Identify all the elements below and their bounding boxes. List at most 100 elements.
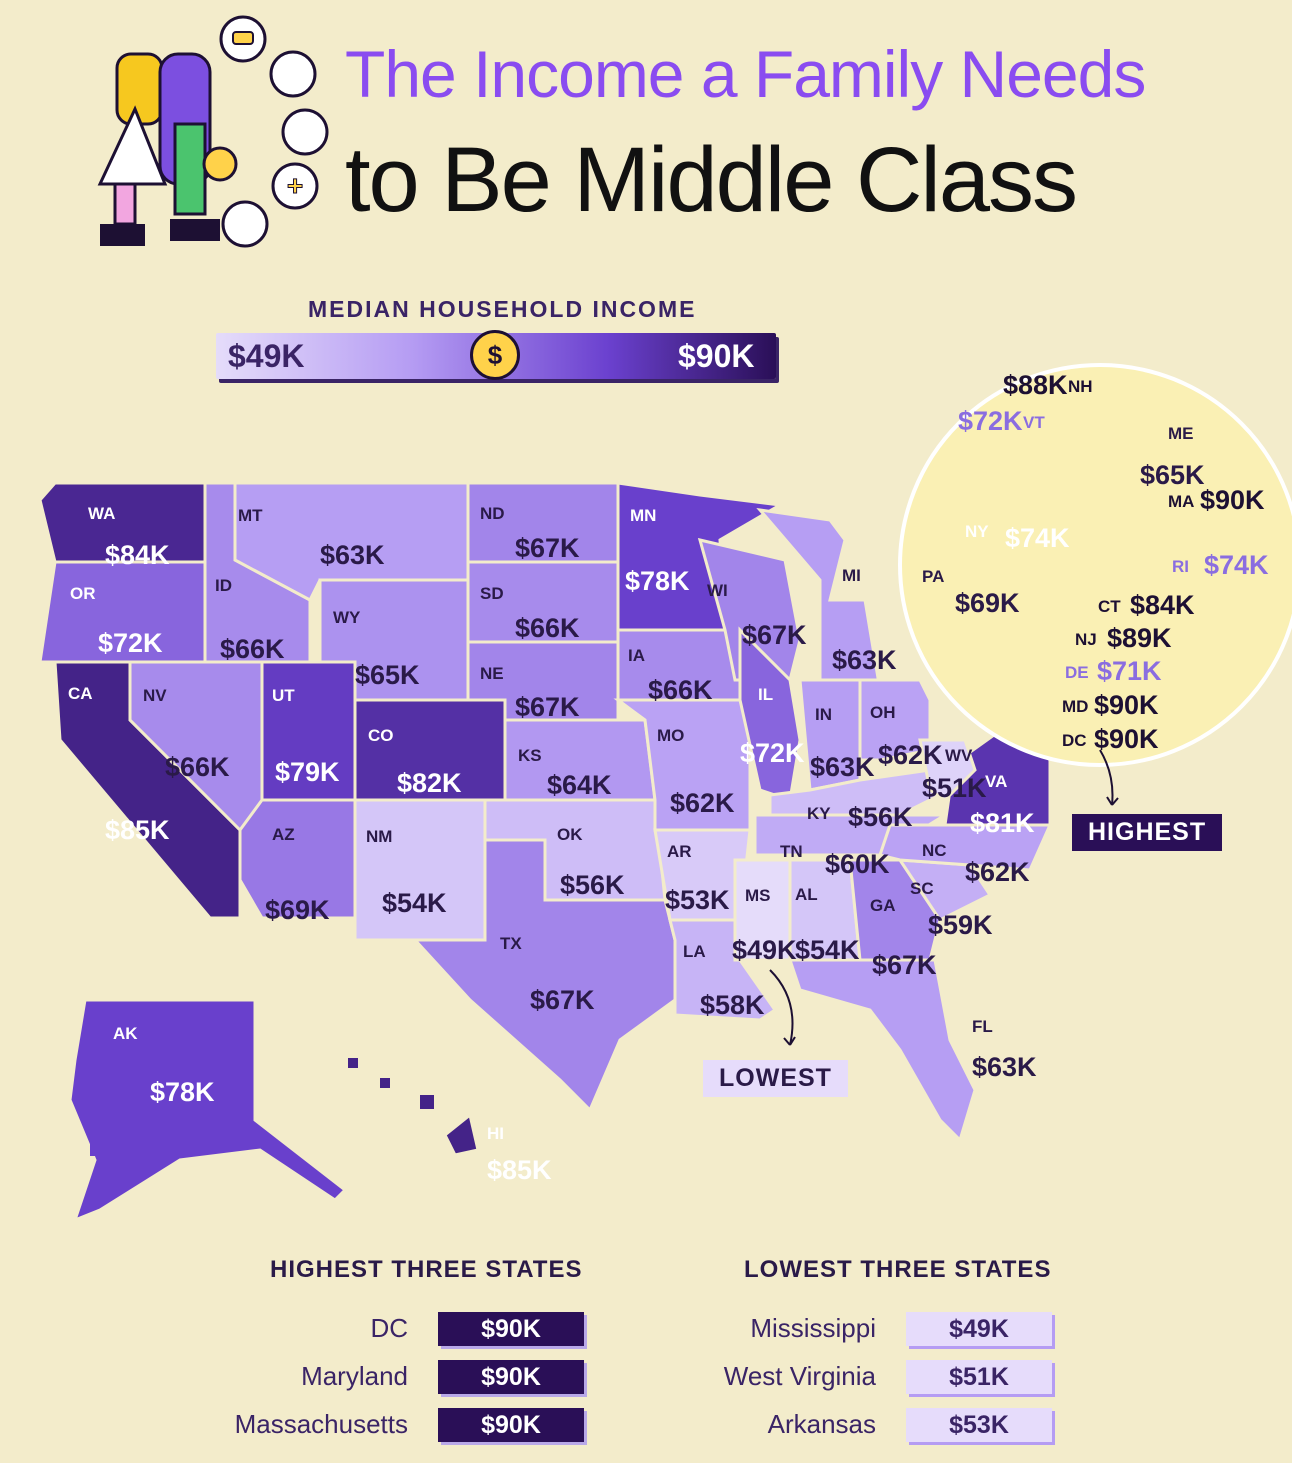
- title-line-2: to Be Middle Class: [345, 129, 1078, 231]
- state-value: $62K: [878, 740, 943, 770]
- state-value: $85K: [487, 1155, 552, 1185]
- lowest-arrow: [769, 969, 794, 1046]
- lowest-row-value: $53K: [906, 1408, 1052, 1442]
- inset-abbr: DC: [1062, 731, 1087, 750]
- state-value: $51K: [922, 773, 987, 803]
- lowest-row-name: West Virginia: [723, 1361, 876, 1391]
- hawaii-island: [380, 1078, 390, 1088]
- state-abbr: WA: [88, 504, 115, 523]
- lowest-callout: LOWEST: [703, 1060, 848, 1097]
- northeast-inset: NH$88K VT$72K MA $90K RI $74K CT $84K NJ $89K DE $7…: [958, 370, 1269, 754]
- state-abbr: VA: [985, 772, 1007, 791]
- inset-abbr: MA: [1168, 492, 1194, 511]
- state-value: $65K: [1140, 460, 1205, 490]
- state-value: $53K: [665, 885, 730, 915]
- state-fl: [787, 958, 977, 1143]
- highest-row-value: $90K: [438, 1312, 584, 1346]
- highest-row-name: DC: [370, 1313, 408, 1343]
- state-abbr: MN: [630, 506, 656, 525]
- state-nm: [353, 798, 487, 942]
- state-abbr: MO: [657, 726, 684, 745]
- northeast-zoom-circle: [898, 363, 1292, 767]
- state-value: $63K: [832, 645, 897, 675]
- state-value: $82K: [397, 768, 462, 798]
- state-value: $49K: [732, 935, 797, 965]
- inset-value: $74K: [1204, 550, 1269, 580]
- state-value: $66K: [648, 675, 713, 705]
- state-value: $78K: [625, 566, 690, 596]
- legend-title: MEDIAN HOUSEHOLD INCOME: [308, 296, 697, 322]
- state-value: $62K: [670, 788, 735, 818]
- state-value: $58K: [700, 990, 765, 1020]
- state-mi: [756, 507, 882, 692]
- inset-abbr: VT: [1023, 413, 1045, 432]
- inset-abbr: CT: [1098, 597, 1121, 616]
- inset-value: $90K: [1094, 724, 1159, 754]
- lowest-row-name: Arkansas: [767, 1409, 876, 1439]
- state-value: $66K: [515, 613, 580, 643]
- utensils-icon: [269, 50, 317, 98]
- inset-value: $88K: [1003, 370, 1068, 400]
- state-abbr: WV: [945, 746, 973, 765]
- state-value: $67K: [742, 620, 807, 650]
- state-value: $69K: [955, 588, 1020, 618]
- state-abbr: PA: [922, 567, 944, 586]
- state-abbr: NY: [965, 522, 989, 541]
- state-abbr: AR: [667, 842, 692, 861]
- state-value: $65K: [355, 660, 420, 690]
- state-abbr: FL: [972, 1017, 993, 1036]
- coin-icon: [202, 146, 238, 182]
- state-hi: [443, 1112, 480, 1157]
- inset-value: $71K: [1097, 656, 1162, 686]
- coin-icon: $: [470, 330, 520, 380]
- inset-abbr: RI: [1172, 557, 1189, 576]
- state-abbr: HI: [487, 1124, 504, 1143]
- state-abbr: AZ: [272, 825, 295, 844]
- state-value: $72K: [740, 738, 805, 768]
- state-abbr: TX: [500, 934, 522, 953]
- state-abbr: NE: [480, 664, 504, 683]
- labels-layer: WA $84K OR $72K CA $85K NV $66K ID $66K MT $63K WY $6…: [68, 424, 1205, 1185]
- state-abbr: OH: [870, 703, 896, 722]
- state-value: $84K: [105, 540, 170, 570]
- lowest-arrow-head: [783, 1036, 796, 1046]
- lowest-row-value: $49K: [906, 1312, 1052, 1346]
- highest-three-title: HIGHEST THREE STATES: [270, 1256, 583, 1283]
- inset-value: $72K: [958, 406, 1023, 436]
- title-line-1: The Income a Family Needs: [345, 37, 1146, 111]
- state-abbr: KY: [807, 804, 831, 823]
- state-abbr: AK: [113, 1024, 138, 1043]
- state-abbr: AL: [795, 885, 818, 904]
- state-abbr: IN: [815, 705, 832, 724]
- state-abbr: SD: [480, 584, 504, 603]
- state-value: $63K: [320, 540, 385, 570]
- state-value: $81K: [970, 808, 1035, 838]
- highest-callout: HIGHEST: [1072, 814, 1223, 851]
- legend-max: $90K: [678, 338, 755, 374]
- lowest-row-name: Mississippi: [750, 1313, 876, 1343]
- state-abbr: ND: [480, 504, 505, 523]
- legend-min: $49K: [228, 338, 305, 374]
- state-abbr: MS: [745, 886, 771, 905]
- state-value: $69K: [265, 895, 330, 925]
- state-abbr: CO: [368, 726, 394, 745]
- state-value: $54K: [795, 935, 860, 965]
- state-value: $67K: [872, 950, 937, 980]
- state-value: $59K: [928, 910, 993, 940]
- alaska-island: [90, 1142, 104, 1156]
- state-value: $56K: [560, 870, 625, 900]
- state-abbr: CA: [68, 684, 93, 703]
- highest-arrow-head: [1106, 796, 1119, 806]
- state-abbr: IL: [758, 685, 773, 704]
- inset-value: $89K: [1107, 623, 1172, 653]
- state-abbr: LA: [683, 942, 706, 961]
- state-abbr: NC: [922, 841, 947, 860]
- state-ak: [68, 998, 348, 1223]
- state-abbr: ID: [215, 576, 232, 595]
- lowest-row-value: $51K: [906, 1360, 1052, 1394]
- state-value: $64K: [547, 770, 612, 800]
- highest-row-value: $90K: [438, 1408, 584, 1442]
- highest-row-value: $90K: [438, 1360, 584, 1394]
- medical-plus-icon: [271, 162, 319, 210]
